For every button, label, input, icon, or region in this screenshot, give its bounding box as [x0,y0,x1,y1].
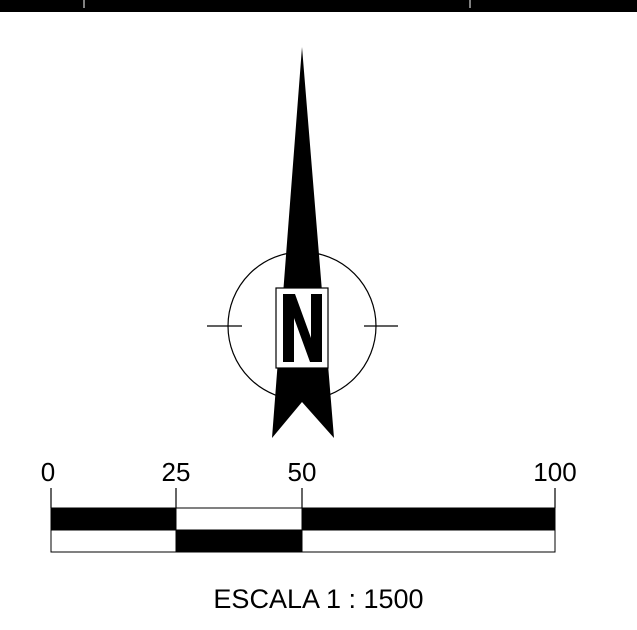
scale-segment-bottom-3 [301,529,556,553]
north-letter-shape [283,294,322,362]
scale-title: ESCALA 1 : 1500 [213,584,424,614]
top-frame-bar [0,0,637,12]
scale-tick-label-100: 100 [533,457,576,487]
scale-segment-top-1 [50,507,177,531]
north-arrow: N [207,47,398,438]
scale-segment-bottom-2 [175,529,303,553]
north-needle [272,47,334,438]
scale-segment-bottom-1 [50,529,177,553]
scale-bar: 0 25 50 100 [41,457,577,553]
scale-segment-top-2 [175,507,303,531]
scale-tick-label-50: 50 [288,457,317,487]
scale-tick-label-25: 25 [162,457,191,487]
scale-tick-label-0: 0 [41,457,55,487]
scale-segment-top-3 [301,507,556,531]
top-frame [0,0,637,12]
north-letter-glyph [283,294,322,362]
